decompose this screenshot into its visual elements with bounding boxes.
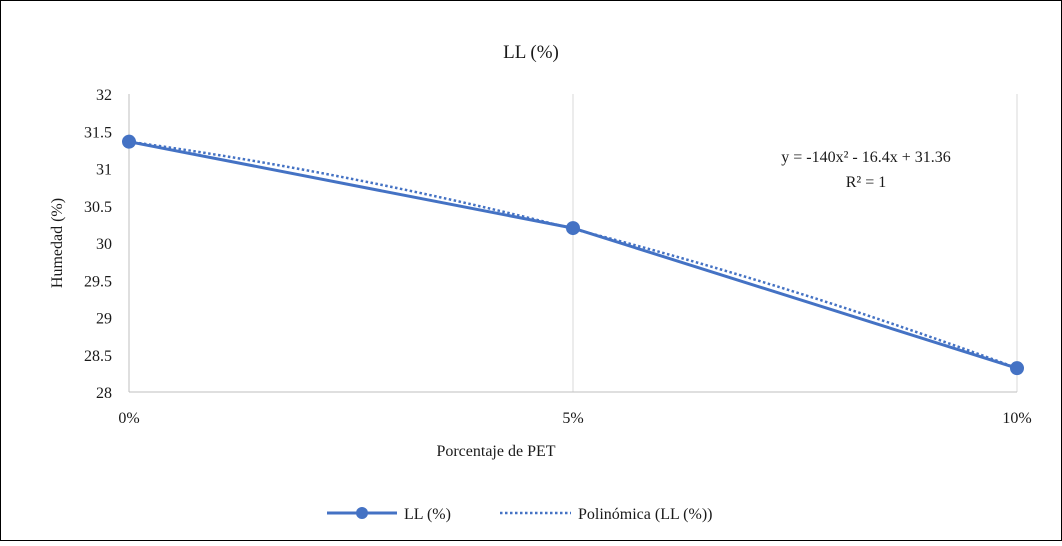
series-ll <box>122 134 1024 376</box>
x-tick-label: 5% <box>562 410 583 427</box>
x-tick-labels: 0% 5% 10% <box>118 410 1031 427</box>
y-tick-label: 28.5 <box>84 348 112 365</box>
legend-trendline-label: Polinómica (LL (%)) <box>578 506 712 523</box>
trendline <box>128 140 1018 370</box>
legend: LL (%) Polinómica (LL (%)) <box>327 506 712 523</box>
y-tick-label: 31 <box>96 162 112 179</box>
y-tick-label: 31.5 <box>84 124 112 141</box>
y-tick-label: 28 <box>96 385 112 402</box>
y-tick-label: 32 <box>96 87 112 104</box>
trendline-equation: y = -140x² - 16.4x + 31.36 <box>781 149 951 166</box>
trendline-r-squared: R² = 1 <box>846 174 887 191</box>
trendline-curve <box>128 140 1018 370</box>
y-axis-label: Humedad (%) <box>49 198 66 288</box>
legend-series-marker <box>356 507 368 519</box>
legend-series-label: LL (%) <box>404 506 451 523</box>
data-point <box>1010 361 1024 376</box>
x-axis-label: Porcentaje de PET <box>436 443 555 460</box>
x-tick-label: 0% <box>118 410 139 427</box>
x-tick-label: 10% <box>1002 410 1031 427</box>
data-point <box>566 221 580 236</box>
data-point <box>122 134 136 149</box>
y-tick-label: 30 <box>96 236 112 253</box>
y-tick-label: 29.5 <box>84 273 112 290</box>
chart-title: LL (%) <box>503 42 559 63</box>
y-tick-label: 30.5 <box>84 199 112 216</box>
y-tick-labels: 28 28.5 29 29.5 30 30.5 31 31.5 32 <box>84 87 112 402</box>
y-tick-label: 29 <box>96 311 112 328</box>
gridlines <box>572 94 1018 392</box>
